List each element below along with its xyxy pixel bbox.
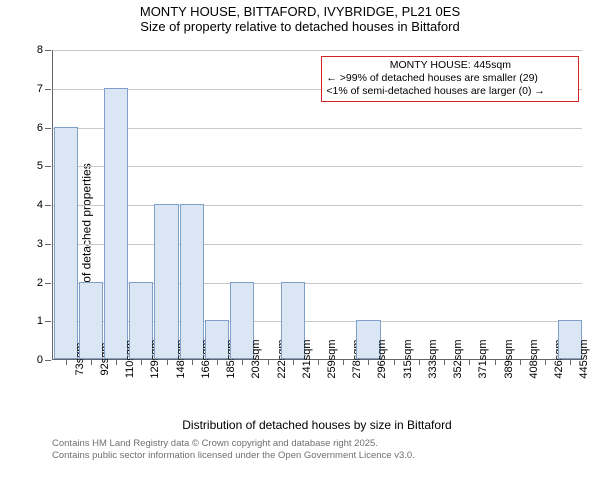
y-tick-label: 1 [37, 315, 53, 327]
x-tick-label: 241sqm [293, 339, 313, 378]
x-tick-label: 352sqm [444, 339, 464, 378]
annotation-line-3: <1% of semi-detached houses are larger (… [326, 85, 574, 98]
y-tick-label: 2 [37, 277, 53, 289]
histogram-bar [104, 88, 128, 359]
gridline [53, 166, 582, 167]
x-tick-label: 389sqm [495, 339, 515, 378]
gridline [53, 128, 582, 129]
histogram-bar [54, 127, 78, 360]
y-tick-label: 6 [37, 122, 53, 134]
annotation-line-2: ← >99% of detached houses are smaller (2… [326, 72, 574, 85]
page-title-line2: Size of property relative to detached ho… [0, 19, 600, 34]
annotation-box: MONTY HOUSE: 445sqm← >99% of detached ho… [321, 56, 579, 101]
x-tick-label: 445sqm [570, 339, 590, 378]
x-tick-label: 333sqm [419, 339, 439, 378]
plot-area: 01234567873sqm92sqm110sqm129sqm148sqm166… [52, 50, 582, 360]
histogram-bar [154, 204, 178, 359]
footer-attribution: Contains HM Land Registry data © Crown c… [52, 438, 415, 462]
y-tick-label: 8 [37, 44, 53, 56]
gridline [53, 50, 582, 51]
annotation-line-1: MONTY HOUSE: 445sqm [326, 59, 574, 72]
page-title-line1: MONTY HOUSE, BITTAFORD, IVYBRIDGE, PL21 … [0, 4, 600, 19]
y-tick-label: 4 [37, 199, 53, 211]
gridline [53, 244, 582, 245]
histogram-bar [180, 204, 204, 359]
x-axis-label: Distribution of detached houses by size … [52, 418, 582, 432]
x-tick-label: 259sqm [318, 339, 338, 378]
y-tick-label: 7 [37, 83, 53, 95]
chart-container: Number of detached properties 0123456787… [0, 46, 600, 446]
y-tick-label: 5 [37, 160, 53, 172]
x-tick-label: 296sqm [368, 339, 388, 378]
gridline [53, 205, 582, 206]
x-tick-label: 203sqm [242, 339, 262, 378]
footer-line-1: Contains HM Land Registry data © Crown c… [52, 438, 415, 450]
x-tick-label: 371sqm [469, 339, 489, 378]
x-tick-label: 315sqm [394, 339, 414, 378]
footer-line-2: Contains public sector information licen… [52, 450, 415, 462]
y-tick-label: 0 [37, 354, 53, 366]
x-tick-label: 408sqm [520, 339, 540, 378]
y-tick-label: 3 [37, 238, 53, 250]
